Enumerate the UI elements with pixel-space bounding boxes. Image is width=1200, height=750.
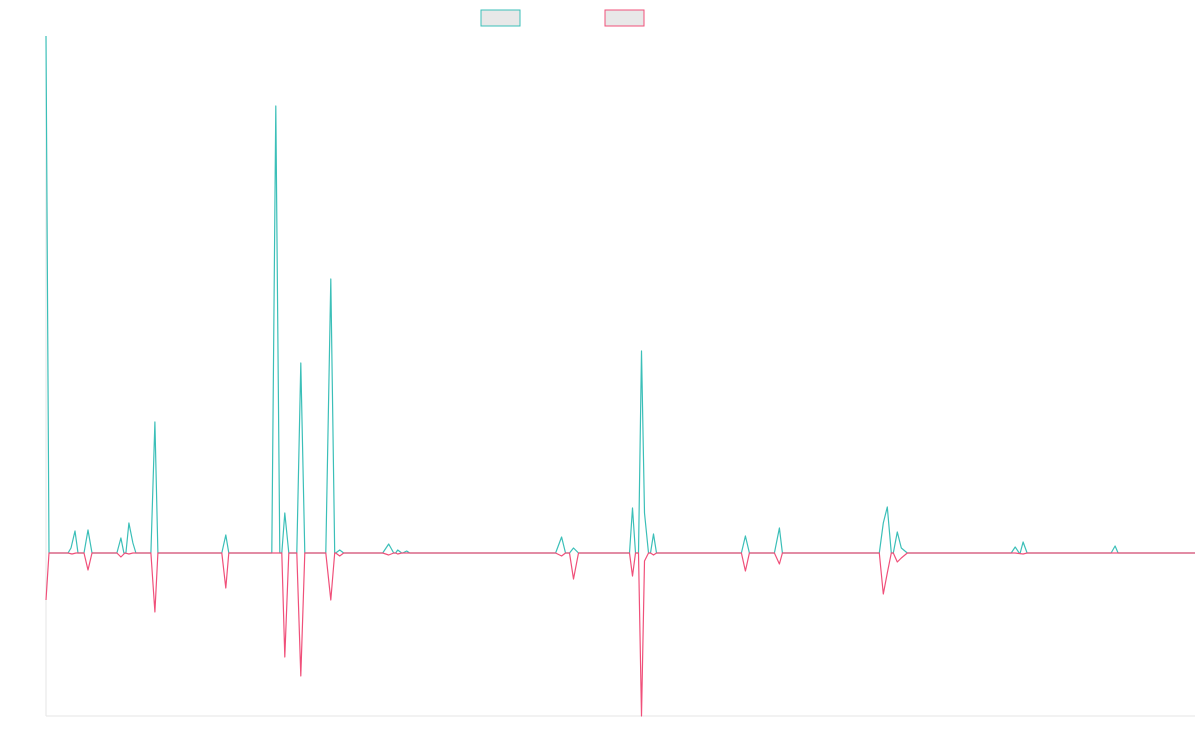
legend	[480, 9, 645, 27]
series-line-2	[45, 552, 1195, 717]
series-layer	[45, 35, 1195, 717]
axes	[45, 36, 1195, 717]
legend-swatch-1	[480, 9, 521, 27]
series-line-1	[45, 35, 1195, 554]
legend-swatch-2	[604, 9, 645, 27]
